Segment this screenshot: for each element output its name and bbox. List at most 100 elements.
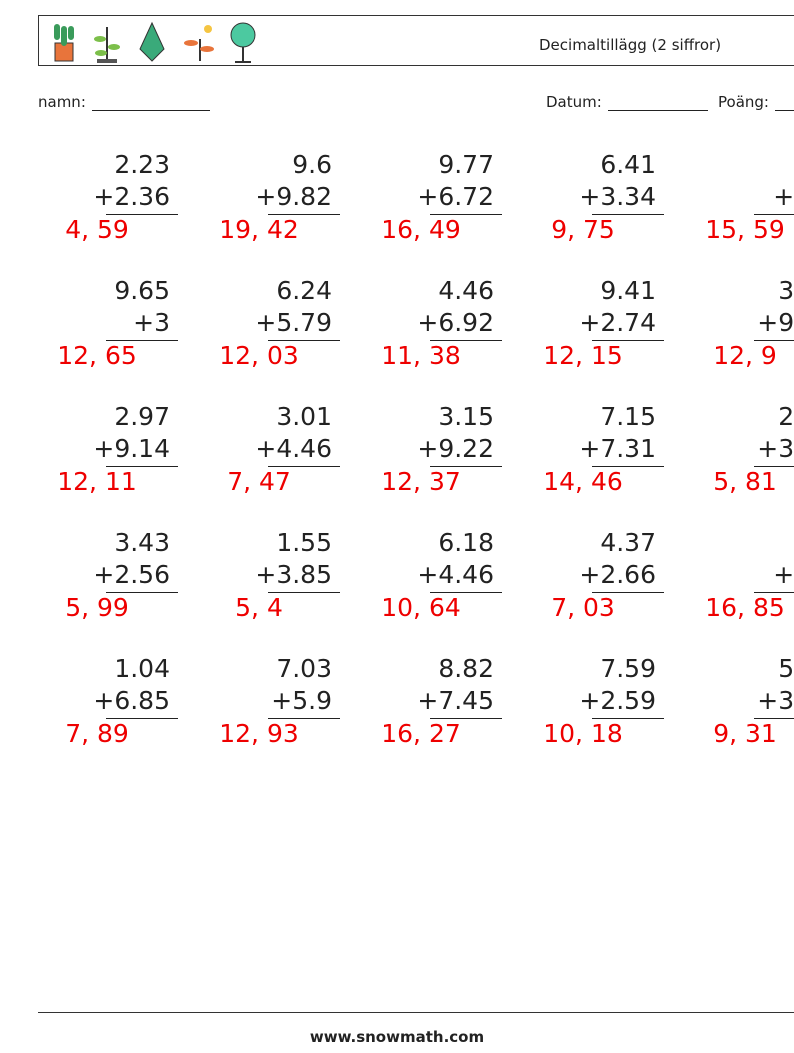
addend: +3	[133, 308, 170, 337]
sum-line	[430, 466, 502, 467]
addend: 9.77	[438, 150, 494, 179]
addend: 6.24	[276, 276, 332, 305]
sum-line	[754, 718, 794, 719]
addend: 3.8	[778, 276, 794, 305]
addend: +3.9	[757, 686, 794, 715]
answer: 12, 65	[57, 341, 137, 370]
addend: 4.46	[438, 276, 494, 305]
addend: +9.82	[255, 182, 332, 211]
addend: 9.41	[600, 276, 656, 305]
answer: 9, 31	[713, 719, 777, 748]
answer: 7, 03	[551, 593, 615, 622]
sum-line	[106, 466, 178, 467]
addend: +6.72	[417, 182, 494, 211]
addend: 7.03	[276, 654, 332, 683]
addend: +4.46	[255, 434, 332, 463]
addend: 8.82	[438, 654, 494, 683]
addend: +9.0	[757, 308, 794, 337]
date-label: Datum:	[546, 93, 602, 111]
name-blank	[92, 94, 210, 111]
name-label: namn:	[38, 93, 86, 111]
sum-line	[754, 340, 794, 341]
addend: 1.55	[276, 528, 332, 557]
addend: 9.65	[114, 276, 170, 305]
answer: 9, 75	[551, 215, 615, 244]
sum-line	[268, 214, 340, 215]
score-blank	[775, 94, 794, 111]
addend: +4.46	[417, 560, 494, 589]
answer: 19, 42	[219, 215, 299, 244]
answer: 12, 9	[713, 341, 777, 370]
addend: 7.59	[600, 654, 656, 683]
sum-line	[268, 592, 340, 593]
footer-rule	[38, 1012, 794, 1013]
header-box: Decimaltillägg (2 siffror)	[38, 15, 794, 66]
addend: +6.92	[417, 308, 494, 337]
answer: 5, 81	[713, 467, 777, 496]
sum-line	[592, 592, 664, 593]
answer: 12, 11	[57, 467, 137, 496]
addend: 3.15	[438, 402, 494, 431]
sum-line	[430, 340, 502, 341]
addend: 1.04	[114, 654, 170, 683]
addend: +7.45	[417, 686, 494, 715]
answer: 15, 59	[705, 215, 785, 244]
addend: +2.36	[93, 182, 170, 211]
answer: 5, 4	[235, 593, 283, 622]
answer: 11, 38	[381, 341, 461, 370]
addend: 7.15	[600, 402, 656, 431]
answer: 7, 47	[227, 467, 291, 496]
sum-line	[430, 214, 502, 215]
addend: +2.56	[93, 560, 170, 589]
addend: +7.31	[579, 434, 656, 463]
sum-line	[430, 718, 502, 719]
addend: +9.14	[93, 434, 170, 463]
addend: 3.01	[276, 402, 332, 431]
answer: 16, 27	[381, 719, 461, 748]
title: Decimaltillägg (2 siffror)	[539, 36, 722, 54]
addend: 3.43	[114, 528, 170, 557]
addend: +6.85	[93, 686, 170, 715]
addend: 6.41	[600, 150, 656, 179]
answer: 10, 64	[381, 593, 461, 622]
sum-line	[106, 214, 178, 215]
answer: 16, 49	[381, 215, 461, 244]
date-blank	[608, 94, 708, 111]
score-label: Poäng:	[718, 93, 769, 111]
answer: 12, 93	[219, 719, 299, 748]
addend: +8.	[773, 560, 794, 589]
sum-line	[106, 340, 178, 341]
sum-line	[268, 718, 340, 719]
answer: 12, 03	[219, 341, 299, 370]
sum-line	[754, 592, 794, 593]
sum-line	[754, 466, 794, 467]
addend: 2.4	[778, 402, 794, 431]
answer: 12, 15	[543, 341, 623, 370]
addend: +5.9	[271, 686, 332, 715]
sum-line	[106, 592, 178, 593]
addend: 6.18	[438, 528, 494, 557]
addend: 4.37	[600, 528, 656, 557]
addend: +2.74	[579, 308, 656, 337]
answer: 16, 85	[705, 593, 785, 622]
addend: +3.85	[255, 560, 332, 589]
sum-line	[592, 340, 664, 341]
addend: +8.	[773, 182, 794, 211]
answer: 12, 37	[381, 467, 461, 496]
addend: +3.3	[757, 434, 794, 463]
sum-line	[268, 340, 340, 341]
answer: 7, 89	[65, 719, 129, 748]
addend: +5.79	[255, 308, 332, 337]
sum-line	[592, 466, 664, 467]
addend: 5.4	[778, 654, 794, 683]
addend: 9.6	[292, 150, 332, 179]
addend: +3.34	[579, 182, 656, 211]
sum-line	[268, 466, 340, 467]
addend: +9.22	[417, 434, 494, 463]
sum-line	[592, 718, 664, 719]
sum-line	[754, 214, 794, 215]
sum-line	[430, 592, 502, 593]
footer-url: www.snowmath.com	[309, 1028, 485, 1046]
answer: 14, 46	[543, 467, 623, 496]
